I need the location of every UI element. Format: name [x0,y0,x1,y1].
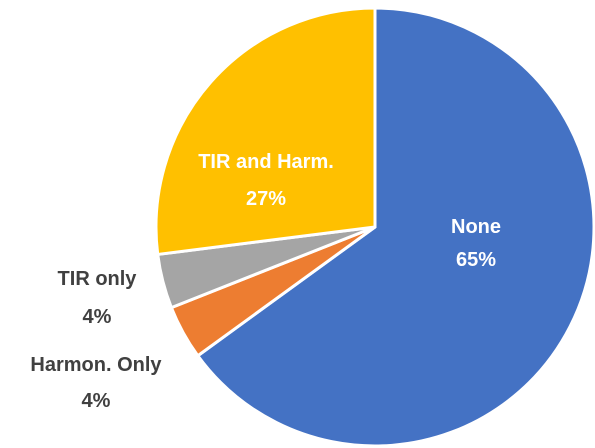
slice-percent-tir-and-harm: 27% [246,188,286,210]
slice-percent-tir-only: 4% [83,306,112,328]
labels-layer: None 65% Harmon. Only 4% TIR only 4% TIR and H… [30,151,501,412]
slice-label-none: None [451,216,501,238]
slice-label-tir-and-harm: TIR and Harm. [198,151,334,173]
slices-layer [154,6,595,448]
pie-slice-none [196,6,595,448]
slice-label-tir-only: TIR only [58,268,138,290]
pie-slice-tir-and-harm [154,6,377,256]
slice-label-harmon-only: Harmon. Only [30,354,162,376]
slice-percent-harmon-only: 4% [82,390,111,412]
slice-percent-none: 65% [456,249,496,271]
